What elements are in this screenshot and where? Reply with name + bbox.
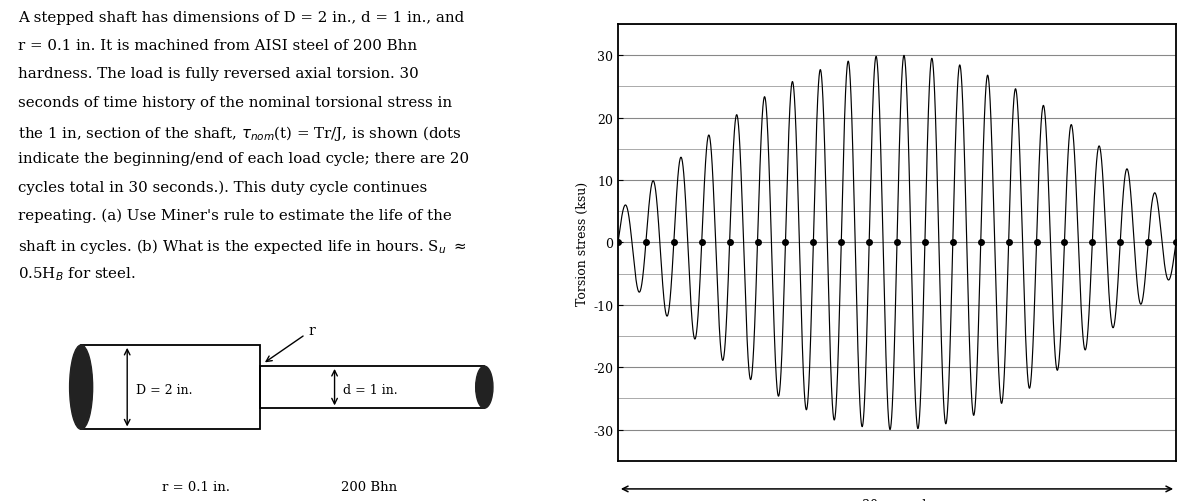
Text: 30 seconds: 30 seconds bbox=[862, 498, 932, 501]
Text: r: r bbox=[266, 324, 314, 362]
Bar bbox=[82, 345, 259, 429]
Text: r = 0.1 in. It is machined from AISI steel of 200 Bhn: r = 0.1 in. It is machined from AISI ste… bbox=[18, 39, 416, 53]
Text: D = 2 in.: D = 2 in. bbox=[136, 383, 192, 396]
Text: shaft in cycles. (b) What is the expected life in hours. S$_u$ $\approx$: shaft in cycles. (b) What is the expecte… bbox=[18, 237, 466, 256]
Ellipse shape bbox=[475, 366, 493, 408]
Text: repeating. (a) Use Miner's rule to estimate the life of the: repeating. (a) Use Miner's rule to estim… bbox=[18, 208, 451, 223]
Text: r = 0.1 in.: r = 0.1 in. bbox=[162, 480, 230, 493]
Text: 200 Bhn: 200 Bhn bbox=[341, 480, 397, 493]
Text: hardness. The load is fully reversed axial torsion. 30: hardness. The load is fully reversed axi… bbox=[18, 67, 419, 81]
Text: the 1 in, section of the shaft, $\tau_{nom}$(t) = Tr/J, is shown (dots: the 1 in, section of the shaft, $\tau_{n… bbox=[18, 124, 462, 143]
Text: indicate the beginning/end of each load cycle; there are 20: indicate the beginning/end of each load … bbox=[18, 152, 469, 166]
Text: 0.5H$_B$ for steel.: 0.5H$_B$ for steel. bbox=[18, 265, 136, 283]
Text: d = 1 in.: d = 1 in. bbox=[343, 383, 398, 396]
Text: seconds of time history of the nominal torsional stress in: seconds of time history of the nominal t… bbox=[18, 96, 452, 110]
Bar bbox=[259, 366, 485, 408]
Text: cycles total in 30 seconds.). This duty cycle continues: cycles total in 30 seconds.). This duty … bbox=[18, 180, 427, 195]
Ellipse shape bbox=[70, 345, 92, 429]
Y-axis label: Torsion stress (ksu): Torsion stress (ksu) bbox=[576, 181, 589, 305]
Text: A stepped shaft has dimensions of D = 2 in., d = 1 in., and: A stepped shaft has dimensions of D = 2 … bbox=[18, 11, 464, 25]
